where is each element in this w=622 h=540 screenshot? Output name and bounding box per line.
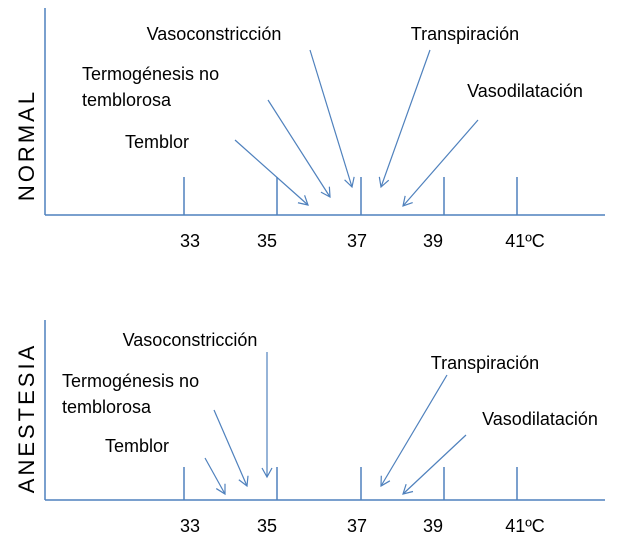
arrow bbox=[204, 457, 226, 496]
annotation: Transpiración bbox=[411, 24, 519, 44]
annotation: Temblor bbox=[105, 436, 169, 456]
arrow bbox=[234, 139, 309, 206]
arrow bbox=[378, 49, 431, 189]
panel-label: ANESTESIA bbox=[14, 343, 39, 493]
annotation: Temblor bbox=[125, 132, 189, 152]
annotation: Vasoconstricción bbox=[147, 24, 282, 44]
panel-label: NORMAL bbox=[14, 89, 39, 201]
tick-label: 33 bbox=[180, 516, 200, 536]
tick-label: 39 bbox=[423, 231, 443, 251]
arrow bbox=[380, 374, 448, 488]
tick-label: 35 bbox=[257, 516, 277, 536]
annotation: temblorosa bbox=[82, 90, 172, 110]
tick-label: 35 bbox=[257, 231, 277, 251]
tick-label: 39 bbox=[423, 516, 443, 536]
tick-label: 41ºC bbox=[505, 516, 545, 536]
annotation: Termogénesis no bbox=[62, 371, 199, 391]
annotation: Vasoconstricción bbox=[123, 330, 258, 350]
tick-label: 37 bbox=[347, 516, 367, 536]
annotation: temblorosa bbox=[62, 397, 152, 417]
tick-label: 41ºC bbox=[505, 231, 545, 251]
arrow bbox=[267, 99, 331, 199]
arrow bbox=[213, 409, 249, 488]
annotation: Vasodilatación bbox=[482, 409, 598, 429]
annotation: Transpiración bbox=[431, 353, 539, 373]
arrow bbox=[309, 49, 355, 189]
arrow bbox=[402, 434, 467, 495]
annotation: Termogénesis no bbox=[82, 64, 219, 84]
arrow bbox=[402, 119, 479, 207]
tick-label: 33 bbox=[180, 231, 200, 251]
tick-label: 37 bbox=[347, 231, 367, 251]
annotation: Vasodilatación bbox=[467, 81, 583, 101]
